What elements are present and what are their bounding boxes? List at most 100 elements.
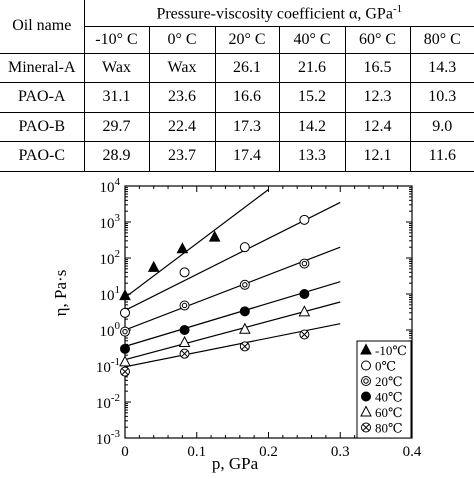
marker-circle [239,279,250,290]
table-cell: 16.6 [214,82,280,113]
marker-cross [181,350,189,358]
data-point [120,343,130,354]
data-point [179,325,190,335]
marker-circle [239,306,250,317]
temp-header: 80° C [409,25,474,54]
table-cell: 14.3 [409,52,474,83]
y-tick-label: 10-1 [96,356,120,376]
data-point [299,289,310,299]
temp-header: 40° C [278,25,346,54]
marker-inner-ring [122,328,128,335]
legend-marker [360,405,372,417]
marker-circle [299,258,310,269]
marker-triangle [360,405,372,417]
table-cell: 31.1 [83,82,150,113]
legend-label: 20℃ [375,374,403,389]
x-tick-label: 0 [121,444,129,460]
marker-circle [361,391,371,402]
table-cell: 12.1 [344,141,411,172]
y-tick-label: 101 [100,284,121,304]
marker-circle [120,326,130,337]
marker-triangle [298,305,311,317]
marker-circle [361,360,371,371]
table-cell: 12.3 [344,82,411,113]
marker-triangle [238,322,251,334]
table-row: PAO-A 31.1 23.6 16.6 15.2 12.3 10.3 [0,82,474,113]
y-tick-label: 102 [100,248,121,268]
table-cell: 12.4 [344,111,411,142]
marker-circle [239,242,250,253]
oil-name-cell: PAO-B [0,111,85,142]
x-tick-label: 0.4 [403,444,422,460]
x-tick-label: 0.2 [259,444,278,460]
data-point [239,341,250,352]
temp-header: -10° C [84,25,150,54]
x-tick-label: 0.1 [187,444,206,460]
table-cell: 13.3 [278,141,346,172]
marker-cross [121,368,129,376]
legend-marker [361,391,371,402]
data-point [119,289,131,301]
y-tick-label: 104 [100,176,121,196]
data-point [239,242,250,253]
marker-cross [241,342,249,350]
fit-line [125,323,341,368]
data-point [120,366,130,377]
y-tick-label: 103 [100,212,121,232]
table-cell: 29.7 [83,111,150,142]
marker-circle [120,343,130,354]
data-point [299,329,310,340]
table-cell: 17.4 [214,141,280,172]
table-cell: 17.3 [214,111,280,142]
table-cell: 9.0 [409,111,474,142]
marker-triangle [176,242,189,254]
oil-name-header: Oil name [0,0,85,54]
legend-label: 0℃ [375,359,396,374]
table-cell: 28.9 [83,141,150,172]
y-axis-label: η, Pa·s [51,270,70,317]
legend-marker [361,360,371,371]
table-cell: Wax [83,52,150,83]
data-point [178,335,191,347]
data-point [119,355,131,367]
table-cell: 16.5 [344,52,411,83]
data-point [120,307,130,318]
data-point [179,300,190,311]
marker-circle [299,289,310,299]
data-point [239,279,250,290]
marker-circle [299,214,310,225]
marker-inner-ring [242,282,248,288]
legend-label: 80℃ [375,421,403,436]
marker-circle [361,376,371,386]
group-header-text: Pressure-viscosity coefficient α, GPa [156,4,393,22]
group-header: Pressure-viscosity coefficient α, GPa-1 [83,0,474,27]
legend-marker [361,422,371,433]
table-row: Mineral-A Wax Wax 26.1 21.6 16.5 14.3 [0,52,474,83]
viscosity-coefficient-table: Oil name Pressure-viscosity coefficient … [0,0,474,172]
table-row: PAO-C 28.9 23.7 17.4 13.3 12.1 11.6 [0,141,474,172]
data-point [176,242,189,254]
marker-circle [120,307,130,318]
legend-label: 40℃ [375,390,403,405]
marker-inner-ring [363,378,369,384]
data-points [119,214,311,377]
tick-labels: 0 0.1 0.2 0.3 0.4 10-3 10-2 10-1 100 101 102 103 104 [96,176,422,460]
oil-name-cell: PAO-A [0,82,85,113]
group-header-exponent: -1 [392,2,403,15]
table-cell: 11.6 [409,141,474,172]
viscosity-pressure-chart: 0 0.1 0.2 0.3 0.4 10-3 10-2 10-1 100 101 102 103 104… [51,176,422,473]
data-point [120,326,130,337]
marker-cross [300,330,308,339]
data-point [299,214,310,225]
marker-triangle [119,355,131,367]
marker-circle [179,267,190,278]
table-row: PAO-B 29.7 22.4 17.3 14.2 12.4 9.0 [0,111,474,142]
table-header-row: Oil name Pressure-viscosity coefficient … [0,0,474,54]
marker-inner-ring [301,260,308,267]
marker-triangle [178,335,191,347]
temp-header: 20° C [214,25,280,54]
temp-header: 0° C [148,25,216,54]
oil-name-cell: PAO-C [0,141,85,172]
data-point [298,305,311,317]
legend-marker [361,376,371,386]
